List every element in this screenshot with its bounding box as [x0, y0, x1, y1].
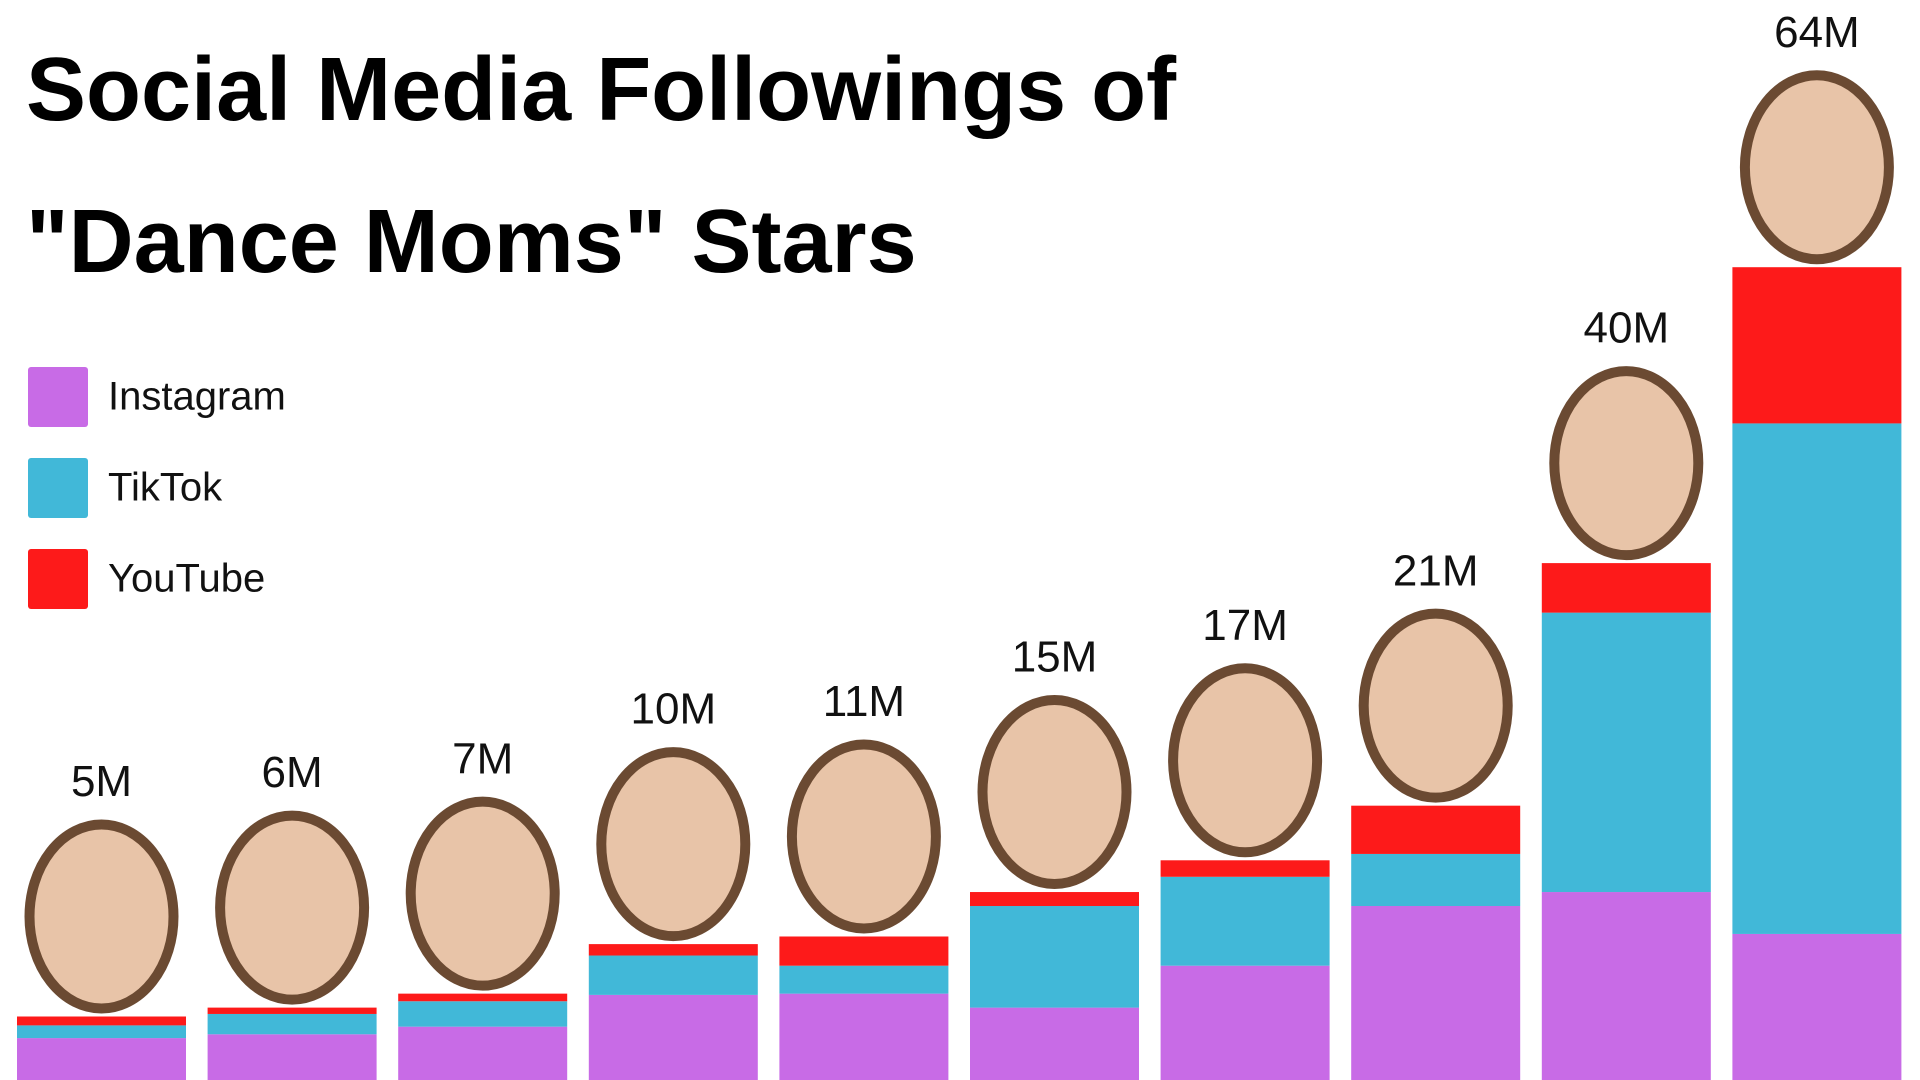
- bar-segment: [1351, 853, 1521, 907]
- photo-placeholder: [1739, 70, 1894, 265]
- bar-segment: [1160, 876, 1330, 966]
- value-label: 40M: [1584, 304, 1670, 353]
- value-label: 17M: [1202, 601, 1288, 650]
- legend-swatch: [28, 549, 88, 609]
- bar-segment: [398, 1026, 568, 1080]
- chart-title: Social Media Followings of "Dance Moms" …: [26, 40, 1177, 292]
- value-label: 64M: [1774, 8, 1860, 57]
- legend-label: YouTube: [108, 557, 265, 601]
- bar-segment: [588, 955, 758, 995]
- legend-label: TikTok: [108, 466, 223, 510]
- value-label: 11M: [823, 677, 905, 726]
- bar-segment: [17, 1025, 186, 1039]
- value-label: 7M: [452, 734, 513, 783]
- bar-segment: [1160, 965, 1330, 1080]
- photo-placeholder: [24, 819, 179, 1014]
- photo-placeholder: [1358, 608, 1513, 803]
- value-label: 21M: [1393, 546, 1479, 595]
- photo-placeholder: [977, 695, 1132, 890]
- bar-segment: [1541, 563, 1711, 613]
- bar-segment: [1541, 612, 1711, 893]
- bar-segment: [779, 965, 949, 994]
- bar-segment: [1732, 267, 1902, 424]
- bar-segment: [779, 936, 949, 966]
- bar-segment: [398, 1001, 568, 1027]
- bar-segment: [1541, 892, 1711, 1080]
- bar-segment: [1732, 933, 1902, 1080]
- legend-label: Instagram: [108, 375, 286, 419]
- photo-placeholder: [786, 739, 941, 934]
- value-label: 5M: [71, 757, 132, 806]
- bar-segment: [207, 1013, 377, 1035]
- bar-segment: [207, 1034, 377, 1080]
- photo-placeholder: [1168, 663, 1323, 858]
- bar-segment: [17, 1016, 186, 1026]
- bar-segment: [970, 1007, 1139, 1080]
- photo-placeholder: [596, 747, 751, 942]
- value-label: 10M: [631, 685, 717, 734]
- bar-segment: [207, 1007, 377, 1014]
- value-label: 15M: [1012, 633, 1098, 682]
- photo-placeholder: [215, 810, 370, 1005]
- legend-swatch: [28, 367, 88, 427]
- bar-segment: [970, 906, 1139, 1008]
- legend-swatch: [28, 458, 88, 518]
- photo-placeholder: [405, 796, 560, 991]
- bar-segment: [1160, 860, 1330, 877]
- bar-segment: [398, 993, 568, 1002]
- bar-segment: [1351, 906, 1521, 1080]
- bar-segment: [779, 993, 949, 1080]
- photo-placeholder: [1549, 366, 1704, 561]
- bar-segment: [588, 994, 758, 1080]
- bar-segment: [1351, 805, 1521, 854]
- bar-segment: [17, 1038, 186, 1080]
- value-label: 6M: [262, 748, 323, 797]
- bar-segment: [588, 944, 758, 956]
- bar-segment: [970, 892, 1139, 907]
- bar-segment: [1732, 423, 1902, 934]
